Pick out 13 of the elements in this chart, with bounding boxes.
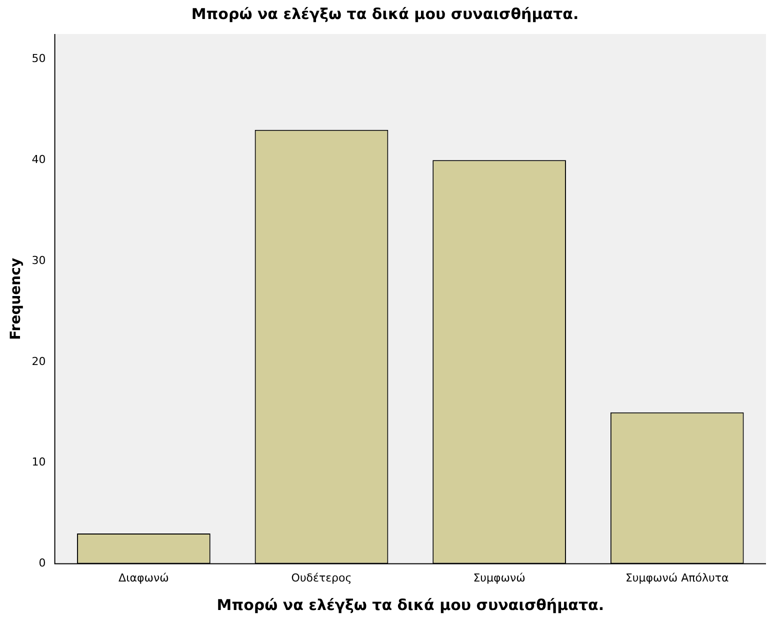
y-axis-title: Frequency	[8, 258, 24, 340]
y-tick-label: 40	[32, 153, 46, 166]
x-tick-label: Συμφωνώ	[473, 571, 526, 584]
y-tick-label: 10	[32, 456, 46, 469]
chart-title: Μπορώ να ελέγξω τα δικά μου συναισθήματα.	[191, 4, 579, 23]
x-axis-title: Μπορώ να ελέγξω τα δικά μου συναισθήματα.	[216, 596, 604, 614]
x-tick-label: Ουδέτερος	[291, 571, 352, 584]
x-tick-label: Διαφωνώ	[118, 571, 169, 584]
y-tick-label: 0	[38, 556, 46, 570]
y-tick-label: 20	[32, 354, 46, 368]
x-tick-label: Συμφωνώ Απόλυτα	[625, 571, 729, 584]
y-tick-label: 30	[32, 254, 46, 267]
y-tick-label: 50	[32, 52, 46, 66]
